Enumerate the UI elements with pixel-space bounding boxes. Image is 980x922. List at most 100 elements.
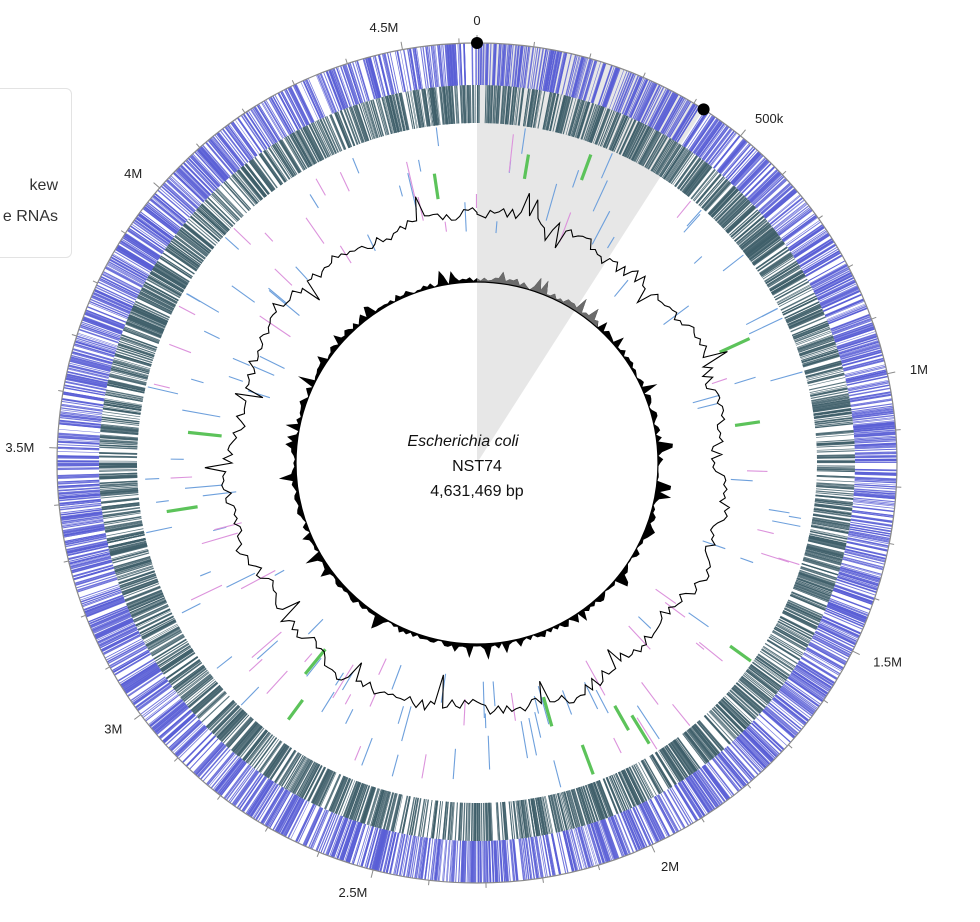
trna-feature: [156, 501, 169, 503]
forward-cds-feature: [57, 445, 99, 447]
tick-mark: [741, 130, 746, 136]
tick-mark: [694, 99, 697, 103]
tick-mark: [887, 372, 895, 374]
rrna-feature: [267, 671, 288, 694]
trna-feature: [182, 410, 220, 417]
rrna-feature: [757, 530, 773, 534]
trna-feature: [465, 202, 466, 231]
ncrna-feature: [735, 422, 760, 426]
reverse-cds-feature: [816, 483, 854, 485]
trna-feature: [233, 358, 250, 365]
rrna-feature: [673, 704, 690, 725]
tick-mark: [590, 54, 591, 59]
rrna-feature: [260, 316, 291, 337]
tick-mark: [174, 758, 178, 762]
rrna-feature: [252, 632, 282, 658]
forward-cds-feature: [855, 470, 897, 471]
rrna-feature: [179, 306, 195, 314]
trna-feature: [408, 173, 417, 210]
rrna-feature: [202, 533, 238, 544]
tick-mark: [651, 845, 654, 852]
trna-feature: [148, 387, 178, 394]
forward-cds-feature: [487, 43, 488, 85]
rrna-feature: [656, 589, 676, 603]
trna-feature: [241, 687, 259, 705]
forward-cds-feature: [468, 841, 469, 883]
forward-cds-feature: [483, 841, 484, 883]
trna-feature: [392, 755, 398, 777]
trna-feature: [689, 613, 709, 627]
trna-feature: [260, 356, 285, 368]
tick-mark: [105, 667, 109, 669]
ncrna-feature: [720, 339, 750, 353]
trna-feature: [310, 194, 318, 208]
reverse-cds-feature: [195, 689, 223, 714]
rrna-feature: [614, 738, 622, 753]
trna-feature: [200, 572, 211, 576]
tick-mark: [788, 745, 792, 748]
trna-feature: [789, 516, 801, 518]
reverse-cds-feature: [817, 449, 855, 450]
trna-feature: [346, 709, 353, 723]
tick-mark: [819, 216, 823, 219]
tick-mark: [81, 615, 86, 617]
forward-cds-feature: [467, 841, 468, 883]
trna-feature: [693, 395, 720, 403]
rrna-feature: [696, 643, 704, 649]
trna-feature: [483, 682, 484, 718]
forward-cds-feature: [57, 451, 99, 452]
trna-feature: [204, 331, 219, 338]
reverse-cds-feature: [786, 605, 821, 621]
forward-cds-feature: [828, 308, 867, 324]
forward-cds-feature: [112, 650, 148, 671]
forward-cds-feature: [57, 456, 99, 457]
tick-mark: [265, 827, 267, 831]
trna-feature: [535, 712, 541, 738]
reverse-cds-feature: [234, 724, 258, 753]
rrna-feature: [422, 754, 426, 778]
tick-mark: [747, 784, 750, 788]
tick-mark: [134, 715, 140, 720]
trna-feature: [770, 372, 802, 381]
forward-cds-feature: [216, 759, 242, 792]
rrna-feature: [747, 471, 767, 472]
tick-mark: [875, 599, 880, 601]
rrna-feature: [407, 162, 415, 198]
trna-feature: [187, 294, 219, 313]
ncrna-feature: [167, 507, 198, 512]
trna-feature: [362, 738, 372, 765]
trna-feature: [145, 479, 159, 480]
trna-feature: [694, 256, 702, 263]
forward-cds-feature: [798, 242, 834, 264]
reverse-cds-feature: [817, 451, 855, 452]
trna-feature: [191, 379, 203, 383]
tick-mark: [643, 73, 645, 78]
trna-feature: [217, 657, 232, 669]
trna-feature: [687, 210, 701, 226]
ncrna-feature: [288, 700, 302, 720]
trna-feature: [146, 527, 172, 532]
trna-feature: [398, 706, 403, 723]
rrna-feature: [464, 699, 465, 725]
trna-feature: [392, 665, 401, 689]
rrna-feature: [665, 602, 685, 617]
reverse-cds-feature: [455, 802, 457, 840]
trna-feature: [269, 290, 299, 315]
forward-cds-feature: [472, 43, 473, 85]
reverse-cds-feature: [463, 803, 464, 841]
reverse-cds-feature: [439, 801, 443, 839]
forward-cds-feature: [58, 429, 100, 432]
rrna-feature: [316, 179, 325, 196]
ncrna-feature: [730, 646, 751, 661]
trna-feature: [596, 690, 608, 713]
ncrna-feature: [434, 174, 438, 199]
trna-feature: [638, 617, 650, 629]
trna-feature: [254, 367, 274, 376]
tick-mark: [702, 818, 705, 822]
rrna-feature: [761, 553, 789, 562]
rrna-feature: [445, 222, 446, 232]
trna-feature: [453, 749, 455, 779]
reverse-cds-feature: [509, 801, 513, 839]
trna-feature: [529, 718, 537, 755]
